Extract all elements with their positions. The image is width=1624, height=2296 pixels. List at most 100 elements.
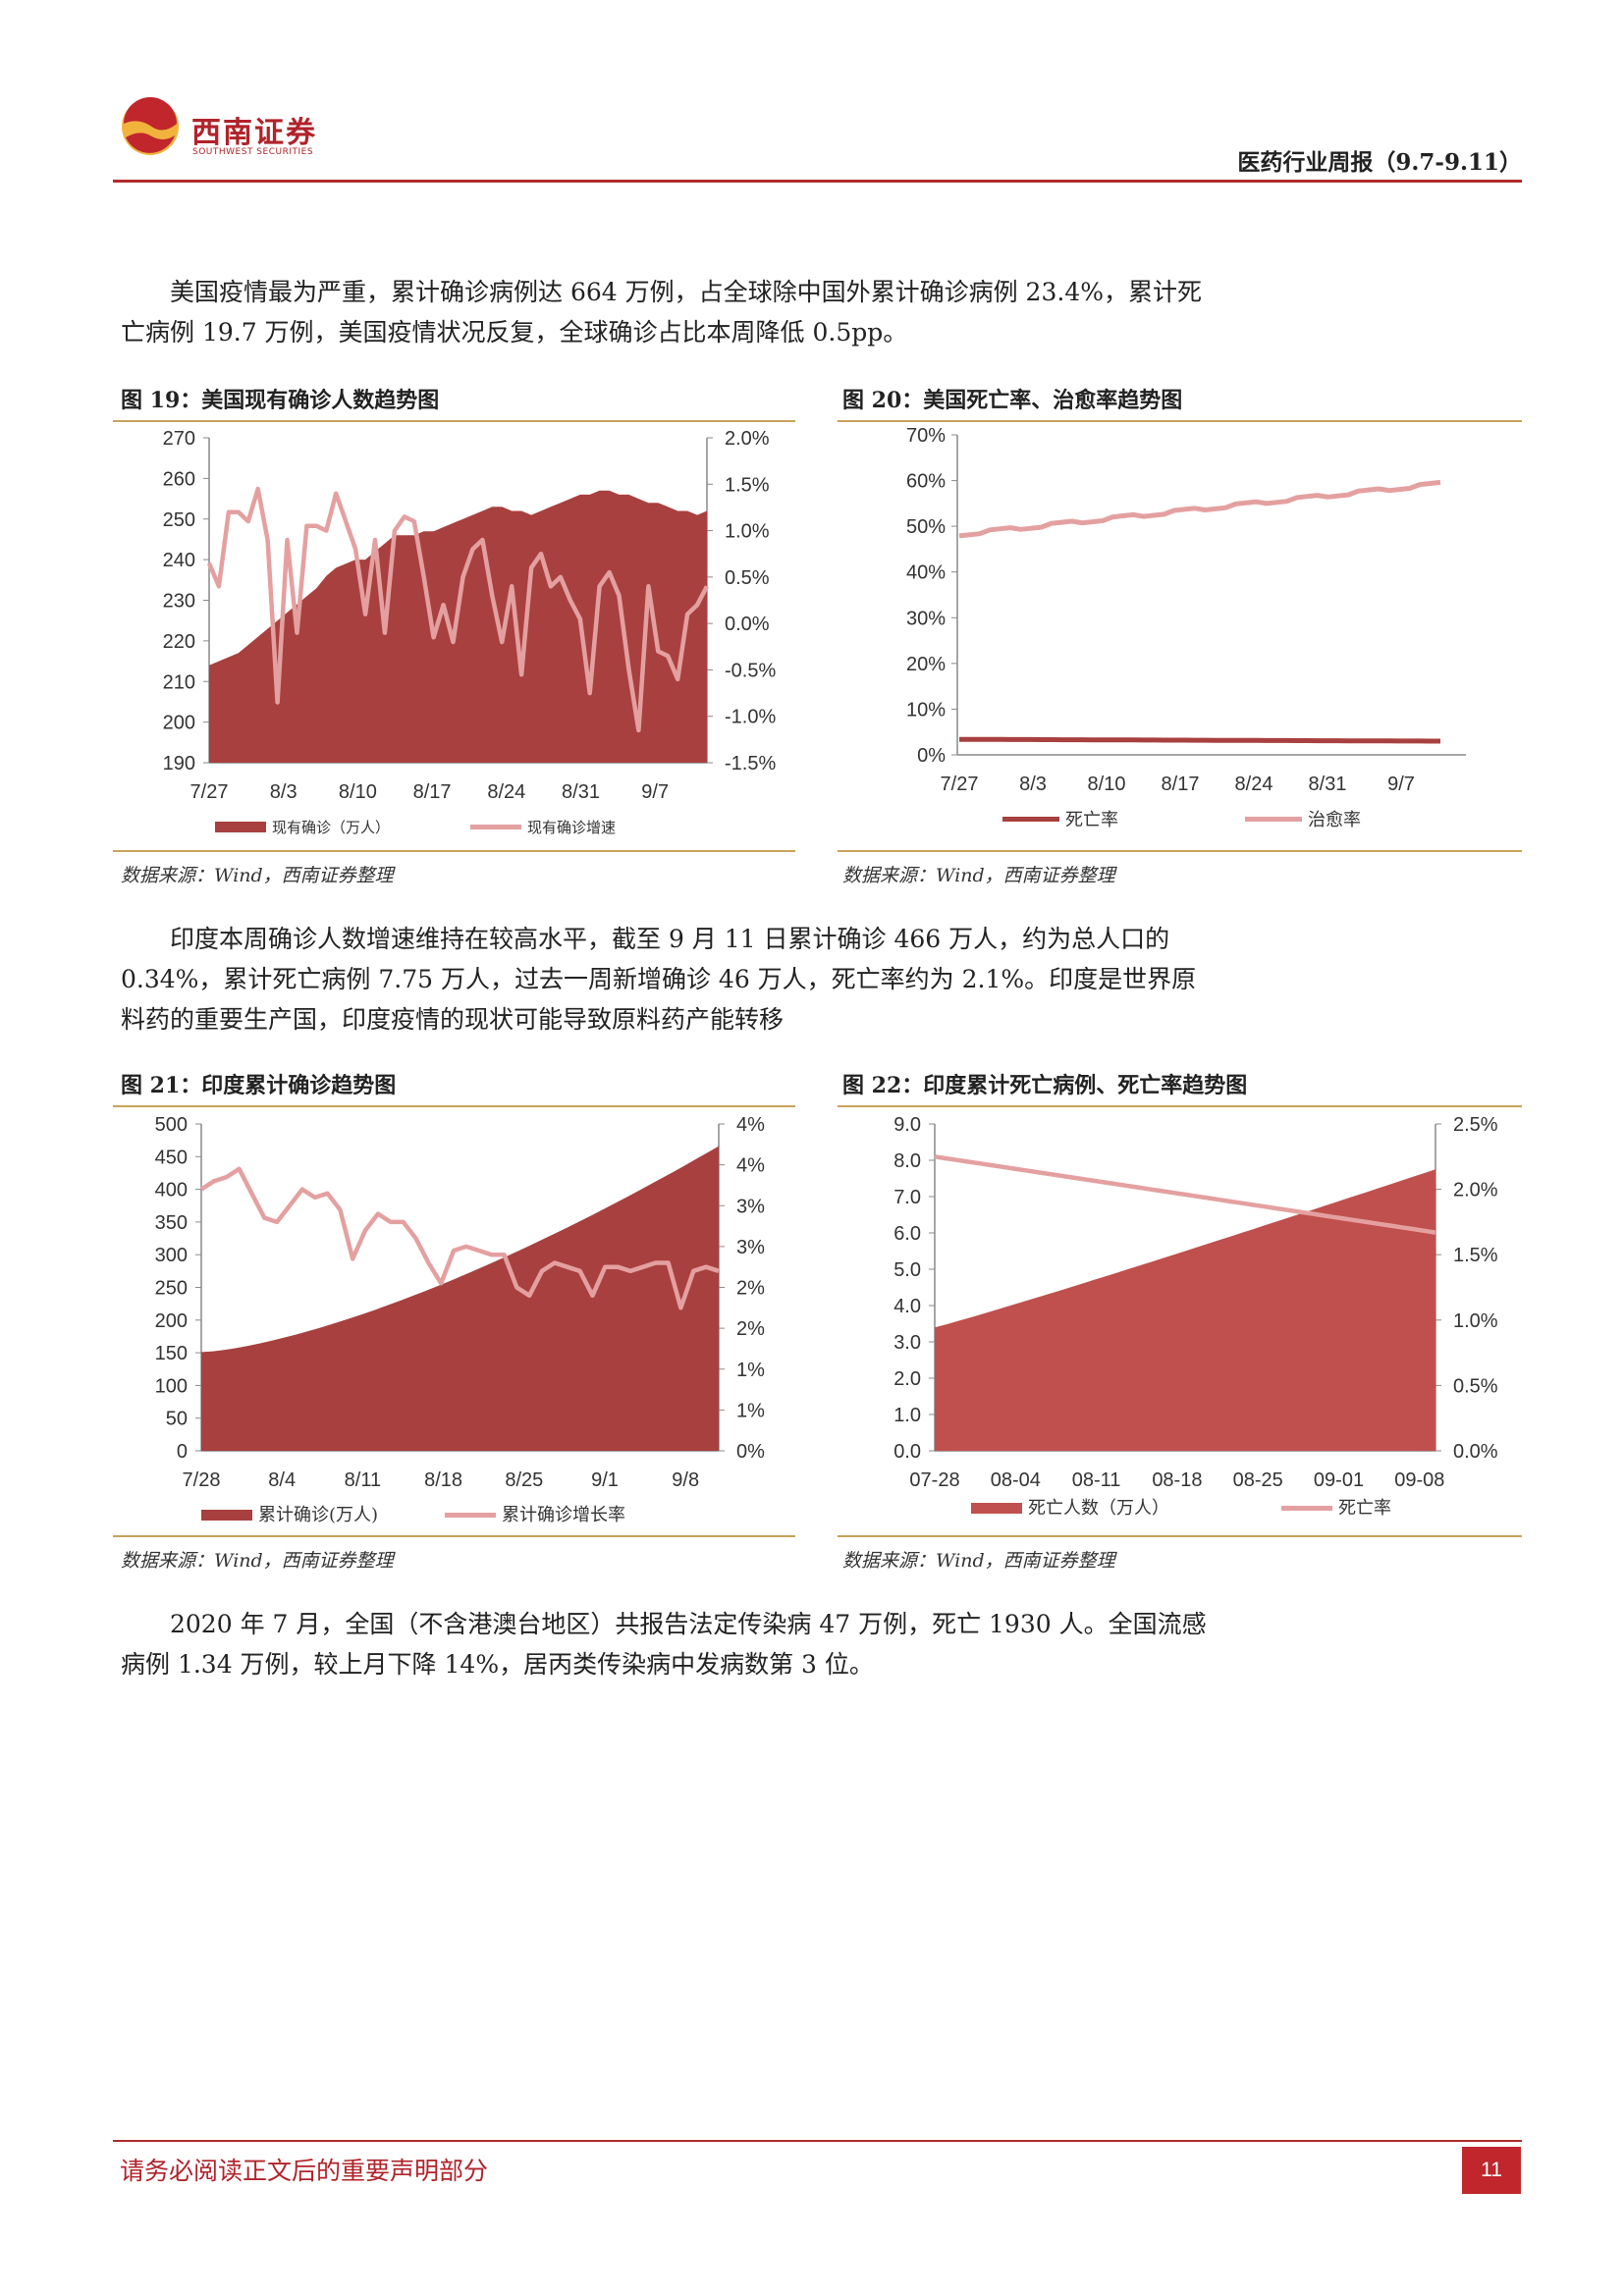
left-axis-tick-label: 9.0	[893, 1114, 921, 1136]
paragraph-national-stats: 2020 年 7 月，全国（不含港澳台地区）共报告法定传染病 47 万例，死亡 …	[121, 1604, 1220, 1684]
left-axis-tick-label: 4.0	[893, 1296, 921, 1317]
series-area-死亡人数（万人）	[935, 1169, 1435, 1451]
right-axis-tick-label: 3%	[736, 1237, 765, 1258]
y-axis-tick-label: 60%	[906, 471, 946, 493]
figure-19-bottom-rule	[113, 850, 795, 852]
right-axis-tick-label: 1.5%	[725, 474, 770, 496]
x-axis-tick-label: 8/11	[345, 1469, 381, 1491]
right-axis-tick-label: 2%	[736, 1318, 765, 1340]
legend-label-死亡率: 死亡率	[1065, 810, 1118, 830]
right-axis-tick-label: -1.5%	[725, 753, 776, 774]
left-axis-tick-label: 0.0	[893, 1441, 921, 1463]
legend-label-治愈率: 治愈率	[1308, 810, 1361, 830]
right-axis-tick-label: 1.0%	[725, 521, 770, 543]
figure-19-title: 图 19：美国现有确诊人数趋势图	[121, 388, 440, 413]
left-axis-tick-label: 190	[163, 753, 195, 774]
y-axis-tick-label: 20%	[906, 654, 946, 675]
figure-20-source: 数据来源：Wind，西南证券整理	[842, 865, 1115, 886]
left-axis-tick-label: 8.0	[893, 1150, 921, 1172]
company-logo-mark	[122, 97, 179, 155]
left-axis-tick-label: 3.0	[893, 1332, 921, 1354]
left-axis-tick-label: 7.0	[893, 1187, 921, 1208]
paragraph-text: 2020 年 7 月，全国（不含港澳台地区）共报告法定传染病 47 万例，死亡 …	[121, 1610, 1207, 1679]
left-axis-tick-label: 2.0	[893, 1368, 921, 1390]
left-axis-tick-label: 200	[163, 713, 195, 734]
x-axis-tick-label: 7/27	[190, 781, 229, 803]
legend-swatch-area	[215, 822, 266, 832]
paragraph-text: 美国疫情最为严重，累计确诊病例达 664 万例，占全球除中国外累计确诊病例 23…	[121, 278, 1202, 347]
figure-21-chart: 5004504003503002502001501005004%4%3%3%2%…	[155, 1114, 765, 1525]
left-axis-tick-label: 0	[177, 1441, 188, 1463]
right-axis-tick-label: 0.5%	[725, 567, 770, 589]
series-line-治愈率	[958, 479, 1441, 539]
left-axis-tick-label: 300	[155, 1245, 188, 1266]
figure-20-top-rule	[838, 420, 1522, 422]
figure-21-title: 图 21：印度累计确诊趋势图	[121, 1073, 397, 1098]
figure-22-bottom-rule	[838, 1535, 1522, 1537]
x-axis-tick-label: 8/3	[270, 781, 298, 803]
chart-19-plot: 270 260 250 240 230 220 210 200 190 2.0% 1.5% 1.0% 0…	[163, 428, 777, 836]
x-axis-tick-label: 8/17	[413, 781, 452, 803]
left-axis-tick-label: 220	[163, 631, 195, 653]
left-axis-tick-label: 100	[155, 1375, 188, 1397]
left-axis-tick-label: 230	[163, 591, 195, 613]
legend-label-line: 死亡率	[1338, 1498, 1391, 1519]
series-line-累计确诊增长率	[199, 1166, 720, 1310]
x-axis-tick-label: 8/25	[505, 1469, 543, 1491]
x-axis-tick-label: 9/8	[672, 1469, 699, 1491]
left-axis-tick-label: 240	[163, 550, 195, 571]
figure-21-top-rule	[113, 1105, 795, 1107]
left-axis-tick-label: 250	[163, 509, 195, 531]
figure-19-top-rule	[113, 420, 795, 422]
x-axis-tick-label: 7/28	[183, 1469, 221, 1491]
x-axis-tick-label: 8/17	[1162, 774, 1200, 795]
y-axis-tick-label: 70%	[906, 425, 946, 447]
left-axis-tick-label: 260	[163, 468, 195, 490]
footer-disclaimer: 请务必阅读正文后的重要声明部分	[120, 2157, 489, 2185]
figure-21-source: 数据来源：Wind，西南证券整理	[121, 1550, 394, 1572]
x-axis-tick-label: 07-28	[909, 1469, 959, 1491]
x-axis-tick-label: 09-01	[1314, 1469, 1364, 1491]
left-axis-tick-label: 450	[155, 1147, 188, 1168]
x-axis-tick-label: 9/7	[641, 781, 669, 803]
x-axis-tick-label: 8/10	[1088, 774, 1126, 795]
right-axis-tick-label: 2%	[736, 1278, 765, 1300]
x-axis-tick-label: 8/4	[268, 1469, 296, 1491]
x-axis-tick-label: 09-08	[1394, 1469, 1444, 1491]
right-axis-tick-label: 2.0%	[1453, 1180, 1498, 1201]
left-axis-tick-label: 400	[155, 1180, 188, 1201]
x-axis-tick-label: 7/27	[941, 774, 979, 795]
x-axis-tick-label: 8/31	[562, 781, 600, 803]
chart-20-plot: 70% 60% 50% 40% 30% 20% 10% 0% 7/27 8/3 8/10 8/17 8/…	[906, 425, 1466, 830]
right-axis-tick-label: -1.0%	[725, 707, 776, 728]
x-axis-tick-label: 8/10	[339, 781, 377, 803]
x-axis-tick-label: 8/31	[1309, 774, 1347, 795]
x-axis-tick-label: 9/7	[1387, 774, 1415, 795]
legend-swatch-治愈率	[1245, 817, 1302, 822]
x-axis-tick-label: 9/1	[591, 1469, 619, 1491]
right-axis-tick-label: 0%	[736, 1441, 765, 1463]
figure-20-chart: 70% 60% 50% 40% 30% 20% 10% 0% 7/27 8/3 8/10 8/17 8/…	[906, 425, 1466, 830]
left-axis-tick-label: 250	[155, 1278, 188, 1300]
paragraph-us-overview: 美国疫情最为严重，累计确诊病例达 664 万例，占全球除中国外累计确诊病例 23…	[121, 272, 1220, 352]
left-axis-tick-label: 5.0	[893, 1259, 921, 1281]
left-axis-tick-label: 350	[155, 1212, 188, 1234]
footer-divider	[113, 2140, 1522, 2142]
chart-22-plot: 9.0 8.0 7.0 6.0 5.0 4.0 3.0 2.0 1.0 0.0 2.5% 2.0% 1.…	[893, 1114, 1498, 1519]
legend-label-line: 累计确诊增长率	[502, 1505, 625, 1525]
right-axis-tick-label: 1.0%	[1453, 1310, 1498, 1332]
x-axis-tick-label: 8/3	[1019, 774, 1047, 795]
x-axis-tick-label: 8/24	[1235, 774, 1273, 795]
series-line-死亡率	[959, 736, 1440, 744]
figure-20-bottom-rule	[838, 850, 1522, 852]
right-axis-tick-label: 0.0%	[1453, 1441, 1498, 1463]
figure-21-bottom-rule	[113, 1535, 795, 1537]
legend-swatch-死亡率	[1002, 817, 1059, 822]
y-axis-tick-label: 50%	[906, 516, 946, 538]
left-axis-tick-label: 500	[155, 1114, 188, 1136]
chart-21-plot: 5004504003503002502001501005004%4%3%3%2%…	[155, 1114, 765, 1525]
series-area-累计确诊(万人)	[201, 1146, 719, 1451]
company-logo-en: SOUTHWEST SECURITIES	[192, 147, 314, 157]
header-divider	[113, 180, 1522, 183]
left-axis-tick-label: 1.0	[893, 1405, 921, 1426]
